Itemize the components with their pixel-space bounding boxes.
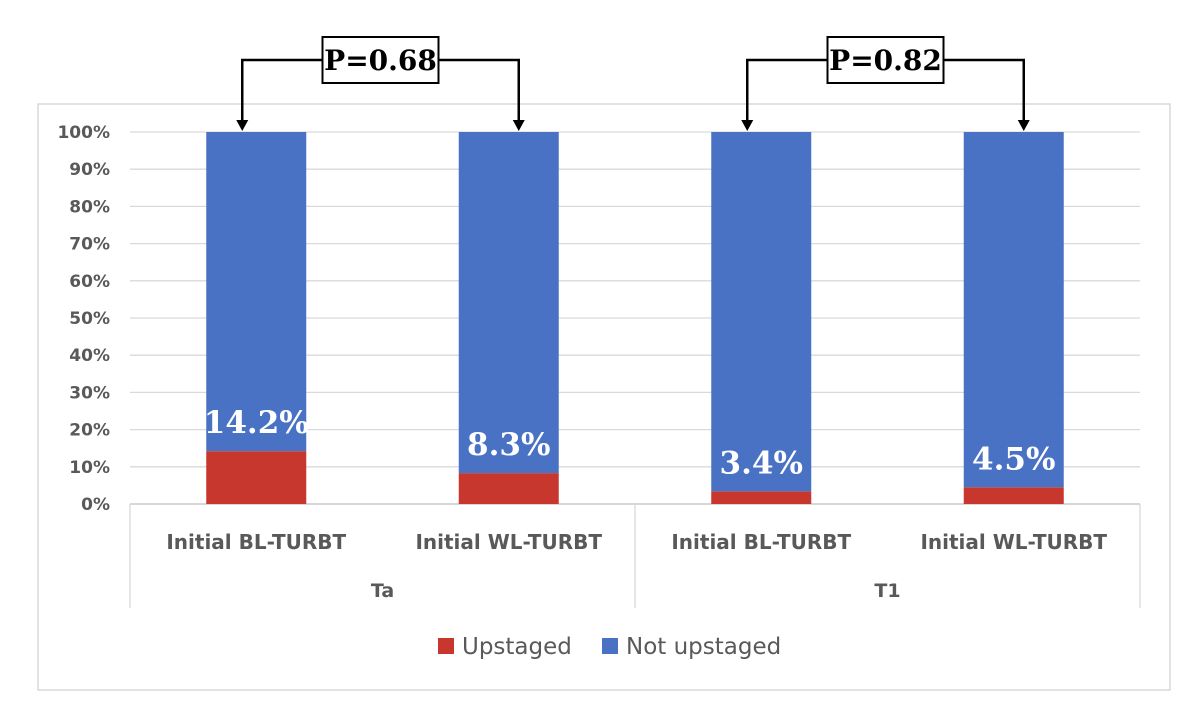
y-tick-label: 50% bbox=[69, 309, 110, 329]
bar-segment-not-upstaged bbox=[206, 132, 307, 452]
group-label: Ta bbox=[371, 580, 394, 602]
arrow-head bbox=[512, 120, 525, 131]
bracket-line bbox=[943, 58, 1025, 122]
data-label: 3.4% bbox=[720, 445, 803, 481]
arrow-head bbox=[1017, 120, 1030, 131]
legend-label: Upstaged bbox=[462, 634, 572, 660]
data-label: 14.2% bbox=[204, 405, 309, 441]
y-tick-label: 80% bbox=[69, 197, 110, 217]
legend-swatch bbox=[602, 638, 618, 654]
bracket-line bbox=[241, 58, 323, 122]
y-axis-ticks: 0% 10% 20% 30% 40% 50% 60% 70% 80% 90% 100% bbox=[57, 123, 110, 515]
y-tick-label: 90% bbox=[69, 160, 110, 180]
bar-segment-not-upstaged bbox=[963, 132, 1064, 488]
bracket-line bbox=[438, 58, 520, 122]
data-label: 4.5% bbox=[972, 441, 1055, 477]
bar-segment-upstaged bbox=[711, 491, 812, 504]
bar-segment-upstaged bbox=[206, 451, 307, 504]
legend: Upstaged Not upstaged bbox=[438, 634, 781, 660]
y-tick-label: 40% bbox=[69, 346, 110, 366]
category-label: Initial WL-TURBT bbox=[415, 530, 602, 554]
y-tick-label: 70% bbox=[69, 235, 110, 255]
y-tick-label: 60% bbox=[69, 272, 110, 292]
bracket-line bbox=[746, 58, 828, 122]
bar-segment-upstaged bbox=[963, 487, 1064, 504]
bar-segment-not-upstaged bbox=[711, 132, 812, 492]
p-value-box bbox=[321, 36, 440, 84]
group-label: T1 bbox=[874, 580, 900, 602]
category-label: Initial BL-TURBT bbox=[166, 530, 346, 554]
y-tick-label: 0% bbox=[81, 495, 110, 515]
arrow-head bbox=[236, 120, 249, 131]
bar-segment-upstaged bbox=[458, 473, 559, 504]
category-label: Initial BL-TURBT bbox=[671, 530, 851, 554]
y-tick-label: 30% bbox=[69, 383, 110, 403]
bar-segment-not-upstaged bbox=[458, 132, 559, 474]
y-tick-label: 20% bbox=[69, 421, 110, 441]
y-tick-label: 10% bbox=[69, 458, 110, 478]
p-value-annotations: P=0.68 P=0.82 bbox=[236, 36, 1030, 131]
x-axis: Initial BL-TURBT Initial WL-TURBT Initial … bbox=[129, 504, 1141, 608]
category-label: Initial WL-TURBT bbox=[920, 530, 1107, 554]
p-value-box bbox=[826, 36, 945, 84]
data-labels: 14.2% 8.3% 3.4% 4.5% bbox=[204, 405, 1056, 481]
data-label: 8.3% bbox=[467, 427, 550, 463]
p-value-text: P=0.68 bbox=[324, 44, 437, 77]
p-value-text: P=0.82 bbox=[829, 44, 942, 77]
legend-swatch bbox=[438, 638, 454, 654]
y-tick-label: 100% bbox=[57, 123, 110, 143]
legend-label: Not upstaged bbox=[626, 634, 781, 660]
bars bbox=[206, 132, 1064, 504]
arrow-head bbox=[741, 120, 754, 131]
